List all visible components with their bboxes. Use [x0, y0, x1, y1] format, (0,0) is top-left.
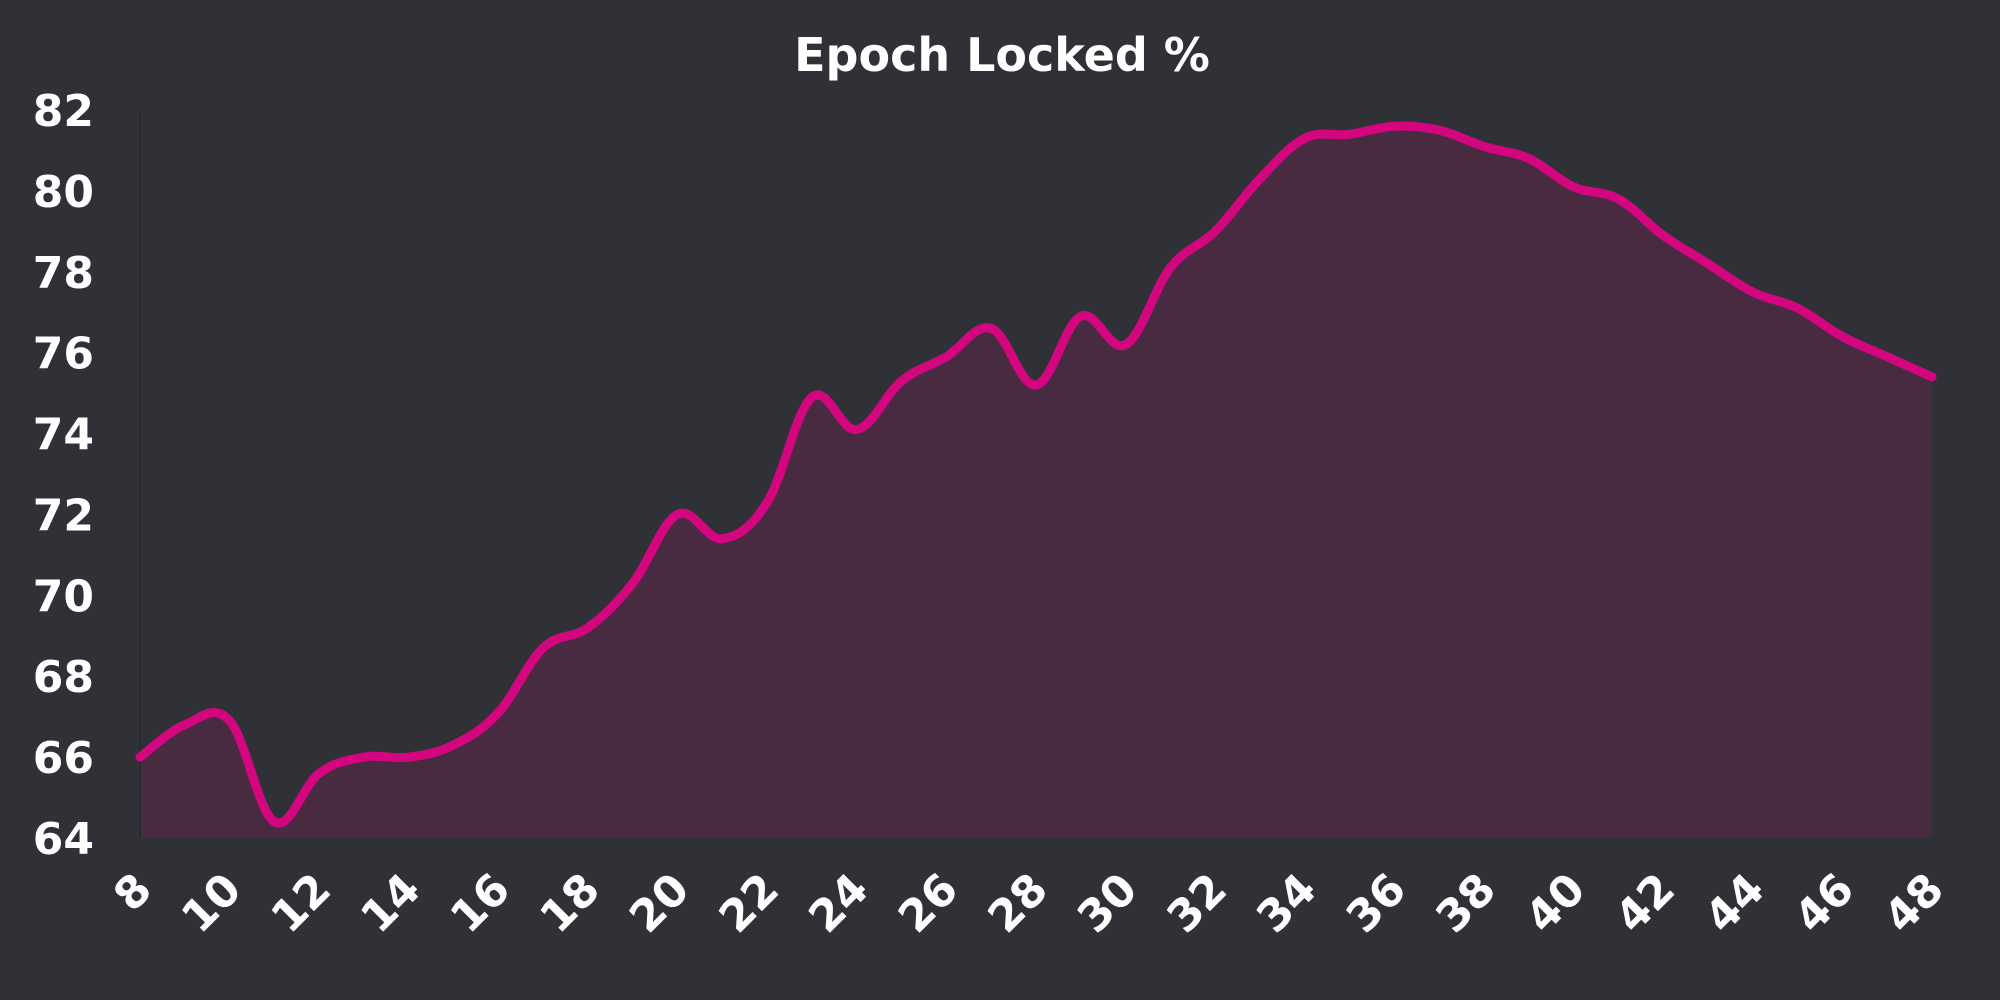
data-point-30	[1121, 340, 1130, 349]
y-tick-label-70: 70	[33, 571, 94, 622]
data-point-12	[315, 769, 324, 778]
y-tick-label-78: 78	[33, 248, 94, 299]
data-point-32	[1211, 227, 1220, 236]
data-point-9	[180, 720, 189, 729]
x-tick-label-12: 12	[262, 864, 341, 943]
data-point-26	[942, 352, 951, 361]
x-tick-label-30: 30	[1068, 864, 1147, 943]
x-tick-label-46: 46	[1785, 864, 1864, 943]
x-tick-label-28: 28	[978, 864, 1057, 943]
x-tick-label-18: 18	[530, 864, 609, 943]
data-point-47	[1883, 352, 1892, 361]
x-tick-label-20: 20	[620, 864, 699, 943]
data-point-18	[584, 623, 592, 632]
data-point-38	[1480, 142, 1488, 151]
x-tick-label-38: 38	[1426, 864, 1505, 943]
y-tick-label-64: 64	[33, 814, 94, 865]
data-point-33	[1256, 174, 1264, 183]
y-tick-label-68: 68	[33, 652, 94, 703]
data-point-22	[763, 498, 772, 507]
x-tick-label-40: 40	[1516, 864, 1595, 943]
plot-area	[135, 110, 1937, 838]
x-tick-label-8: 8	[104, 864, 162, 922]
data-point-13	[360, 753, 368, 762]
x-tick-label-42: 42	[1606, 864, 1685, 943]
data-point-21	[718, 534, 727, 543]
x-tick-label-44: 44	[1695, 864, 1774, 943]
data-point-35	[1345, 130, 1354, 139]
data-point-29	[1076, 312, 1085, 321]
x-tick-label-32: 32	[1158, 864, 1237, 943]
data-point-23	[808, 393, 816, 402]
data-point-17	[539, 643, 548, 652]
y-tick-label-80: 80	[33, 167, 94, 218]
data-point-14	[404, 753, 413, 762]
data-point-25	[897, 377, 906, 385]
x-tick-label-10: 10	[172, 864, 251, 943]
data-point-10	[225, 716, 234, 725]
x-tick-label-36: 36	[1337, 864, 1416, 943]
data-point-11	[270, 817, 279, 826]
x-tick-label-14: 14	[351, 864, 430, 943]
data-point-41	[1614, 195, 1623, 203]
y-tick-label-66: 66	[33, 733, 94, 784]
data-point-20	[673, 510, 682, 519]
x-tick-label-48: 48	[1874, 864, 1953, 943]
data-point-28	[1032, 381, 1040, 389]
data-point-34	[1300, 134, 1309, 143]
y-tick-label-82: 82	[33, 86, 94, 137]
x-axis-ticks: 8 10 12 14 16 18 20 22 24 26 28 30 32 34 36 38 40 42 44 46 4…	[104, 864, 1954, 943]
data-point-27	[987, 324, 996, 333]
y-tick-label-72: 72	[33, 490, 94, 541]
data-point-43	[1704, 259, 1712, 268]
x-tick-label-34: 34	[1247, 864, 1326, 943]
chart-title: Epoch Locked %	[794, 28, 1210, 82]
x-tick-label-22: 22	[710, 864, 789, 943]
data-point-37	[1435, 126, 1444, 135]
x-tick-label-26: 26	[889, 864, 968, 943]
data-point-45	[1793, 304, 1802, 313]
data-point-42	[1659, 231, 1668, 240]
data-point-40	[1569, 182, 1578, 191]
data-point-31	[1166, 263, 1175, 272]
y-tick-label-74: 74	[33, 410, 94, 461]
data-point-36	[1390, 122, 1399, 131]
data-point-8	[136, 753, 144, 762]
data-point-16	[494, 708, 503, 717]
data-point-15	[449, 741, 458, 749]
data-point-39	[1524, 154, 1533, 163]
y-axis-ticks: 64 66 68 70 72 74 76 78 80 82	[33, 86, 94, 865]
data-point-24	[852, 425, 861, 434]
x-tick-label-16: 16	[441, 864, 520, 943]
data-point-19	[628, 579, 637, 588]
x-tick-label-24: 24	[799, 864, 878, 943]
y-tick-label-76: 76	[33, 329, 94, 380]
area-fill	[140, 125, 1932, 838]
data-point-44	[1748, 288, 1757, 296]
data-point-48	[1928, 372, 1936, 381]
data-point-46	[1838, 332, 1847, 341]
